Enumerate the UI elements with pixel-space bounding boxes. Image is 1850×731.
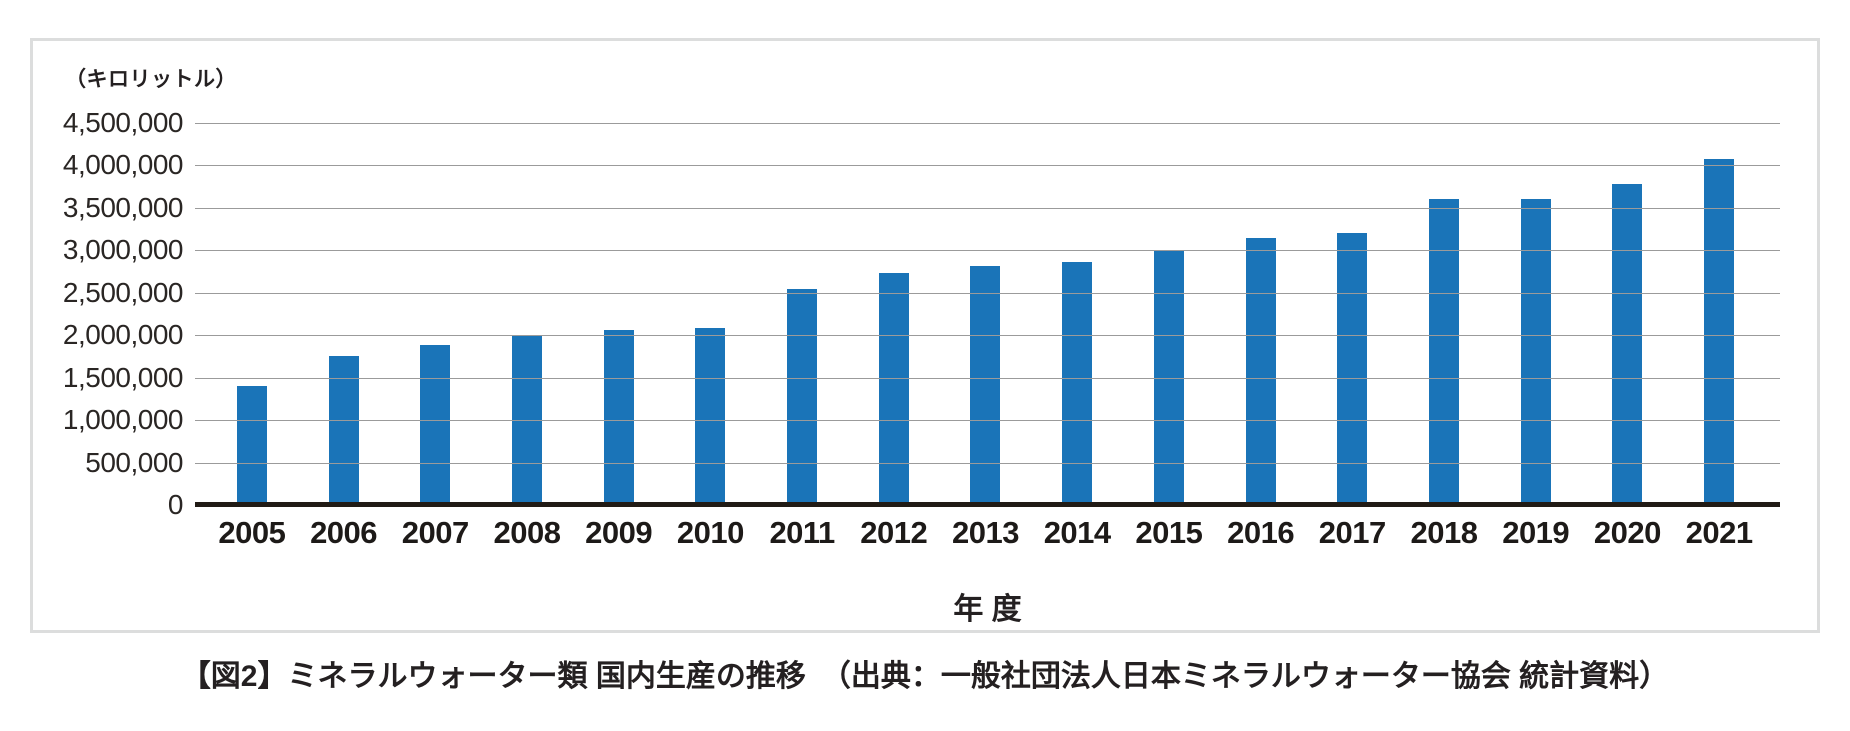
bar-2012 [878, 273, 909, 505]
bar-slot [940, 123, 1032, 505]
x-tick-label: 2021 [1685, 515, 1753, 550]
bar-slot [665, 123, 757, 505]
y-tick-label: 0 [167, 489, 184, 520]
gridline [195, 165, 1780, 167]
x-tick-label: 2008 [493, 515, 561, 550]
chart-frame: （キロリットル） 0 500,000 1,000,000 1,500,000 2,000… [30, 38, 1820, 633]
bar-slot [1306, 123, 1398, 505]
bar-2021 [1704, 158, 1735, 505]
bar-2007 [420, 345, 451, 505]
x-tick-label: 2012 [860, 515, 928, 550]
bar-2020 [1612, 184, 1643, 505]
bar-2016 [1245, 238, 1276, 505]
bar-2011 [787, 288, 818, 505]
y-tick-label: 500,000 [85, 446, 183, 478]
x-tick-label: 2009 [585, 515, 653, 550]
y-tick-label: 3,500,000 [62, 191, 184, 223]
bar-slot [389, 123, 481, 505]
bar-slot [481, 123, 573, 505]
x-tick-label: 2014 [1043, 515, 1111, 550]
y-axis-unit-label: （キロリットル） [65, 68, 237, 91]
bar-2010 [695, 328, 726, 505]
y-tick-label: 2,500,000 [62, 276, 184, 308]
bar-2017 [1337, 233, 1368, 505]
gridline [195, 335, 1780, 337]
x-tick-label: 2005 [218, 515, 286, 550]
chart-caption: 【図2】ミネラルウォーター類 国内生産の推移 （出典：一般社団法人日本ミネラルウ… [180, 660, 1670, 693]
y-tick-label: 3,000,000 [62, 234, 184, 266]
x-tick-label: 2020 [1593, 515, 1661, 550]
y-tick-label: 1,000,000 [62, 404, 184, 436]
x-axis-line [195, 502, 1780, 507]
bar-slot [756, 123, 848, 505]
x-tick-label: 2016 [1227, 515, 1295, 550]
bar-slot [1123, 123, 1215, 505]
bar-slot [1031, 123, 1123, 505]
gridline [195, 207, 1780, 209]
x-tick-label: 2017 [1318, 515, 1386, 550]
bar-2005 [236, 386, 267, 505]
x-tick-label: 2007 [401, 515, 469, 550]
bar-2019 [1520, 199, 1551, 505]
bar-2006 [328, 355, 359, 505]
y-axis-labels: 0 500,000 1,000,000 1,500,000 2,000,000 2,500… [23, 107, 184, 520]
y-tick-label: 2,000,000 [62, 319, 184, 351]
gridline [195, 420, 1780, 422]
plot-area: 0 500,000 1,000,000 1,500,000 2,000,000 2,500… [63, 107, 1780, 550]
x-tick-label: 2018 [1410, 515, 1478, 550]
bar-slot [1673, 123, 1765, 505]
x-tick-label: 2013 [951, 515, 1019, 550]
bar-slot [1490, 123, 1582, 505]
bar-2013 [970, 266, 1001, 505]
y-tick-label: 4,000,000 [62, 149, 184, 181]
bar-slot [1582, 123, 1674, 505]
bar-slot [1215, 123, 1307, 505]
gridline [195, 462, 1780, 464]
bar-slot [1398, 123, 1490, 505]
x-tick-label: 2019 [1502, 515, 1570, 550]
gridline [195, 377, 1780, 379]
x-axis-labels: 2005 2006 2007 2008 2009 2010 2011 2012 2013 2014… [206, 515, 1765, 555]
bar-2018 [1428, 199, 1459, 505]
gridline [195, 250, 1780, 252]
gridline [195, 123, 1780, 124]
bar-2009 [603, 330, 634, 505]
gridline [195, 292, 1780, 294]
bar-slot [573, 123, 665, 505]
bar-slot [848, 123, 940, 505]
bar-slot [298, 123, 390, 505]
x-tick-label: 2006 [310, 515, 378, 550]
bar-2014 [1062, 262, 1093, 505]
x-axis-title: 年 度 [953, 593, 1022, 626]
x-tick-label: 2010 [676, 515, 744, 550]
bars-layer [206, 123, 1765, 505]
y-tick-label: 1,500,000 [62, 361, 184, 393]
x-tick-label: 2015 [1135, 515, 1203, 550]
y-tick-label: 4,500,000 [62, 107, 184, 138]
x-tick-label: 2011 [769, 515, 835, 550]
bar-slot [206, 123, 298, 505]
